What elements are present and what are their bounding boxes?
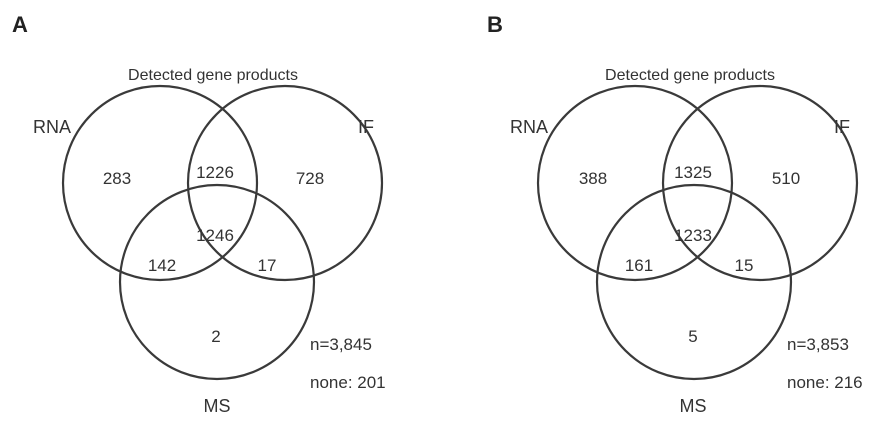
set-label-ms: MS <box>204 396 231 416</box>
total-count: n=3,853 <box>787 335 849 354</box>
panel-label: B <box>487 12 503 37</box>
circle-rna <box>536 84 734 282</box>
region-rna-if-ms: 1246 <box>196 226 234 245</box>
region-if-only: 510 <box>772 169 800 188</box>
circle-ms <box>595 183 793 381</box>
circle-rna <box>61 84 259 282</box>
circle-ms <box>118 183 316 381</box>
region-rna-if-ms: 1233 <box>674 226 712 245</box>
region-rna-ms: 142 <box>148 256 176 275</box>
region-ms-only: 2 <box>211 327 220 346</box>
diagram-title: Detected gene products <box>605 67 775 84</box>
region-ms-only: 5 <box>688 327 697 346</box>
region-if-ms: 15 <box>735 256 754 275</box>
none-count: none: 216 <box>787 373 863 392</box>
region-rna-ms: 161 <box>625 256 653 275</box>
panel-label: A <box>12 12 28 37</box>
region-if-ms: 17 <box>258 256 277 275</box>
set-label-if: IF <box>358 117 374 137</box>
set-label-ms: MS <box>680 396 707 416</box>
region-if-only: 728 <box>296 169 324 188</box>
set-label-if: IF <box>834 117 850 137</box>
none-count: none: 201 <box>310 373 386 392</box>
venn-panel-b: B Detected gene products RNA IF MS 388 1… <box>443 0 885 423</box>
region-rna-if: 1325 <box>674 163 712 182</box>
venn-panel-a: A Detected gene products RNA IF MS 283 1… <box>0 0 442 423</box>
region-rna-only: 283 <box>103 169 131 188</box>
diagram-title: Detected gene products <box>128 67 298 84</box>
venn-diagram: Detected gene products RNA IF MS 388 132… <box>510 67 863 416</box>
total-count: n=3,845 <box>310 335 372 354</box>
venn-diagram: Detected gene products RNA IF MS 283 122… <box>33 67 386 416</box>
region-rna-only: 388 <box>579 169 607 188</box>
circle-if <box>661 84 859 282</box>
region-rna-if: 1226 <box>196 163 234 182</box>
circle-if <box>186 84 384 282</box>
set-label-rna: RNA <box>33 117 71 137</box>
set-label-rna: RNA <box>510 117 548 137</box>
